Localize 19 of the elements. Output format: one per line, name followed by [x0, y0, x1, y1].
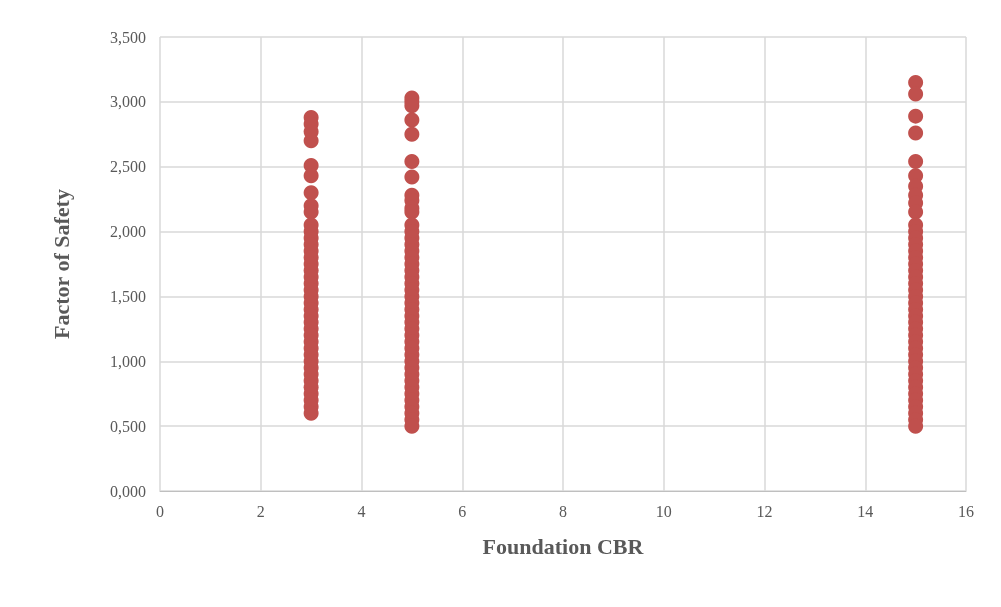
x-axis-title: Foundation CBR	[482, 533, 645, 559]
y-tick-label: 3,500	[110, 28, 146, 46]
x-tick-label: 14	[857, 502, 874, 520]
x-tick-label: 0	[156, 502, 164, 520]
y-tick-label: 0,500	[110, 417, 146, 435]
y-tick-label: 1,500	[110, 287, 146, 305]
y-tick-label: 2,000	[110, 223, 146, 241]
y-axis-title: Factor of Safety	[48, 189, 74, 339]
y-tick-label: 0,000	[110, 482, 146, 500]
x-tick-label: 8	[559, 502, 567, 520]
x-tick-label: 10	[655, 502, 672, 520]
y-tick-label: 2,500	[110, 158, 146, 176]
x-tick-label: 6	[458, 502, 467, 520]
y-tick-label: 3,000	[110, 93, 146, 111]
x-tick-label: 12	[756, 502, 773, 520]
y-tick-label: 1,000	[110, 352, 146, 370]
x-tick-label: 4	[357, 502, 366, 520]
x-tick-label: 2	[256, 502, 265, 520]
x-tick-label: 16	[958, 502, 974, 520]
